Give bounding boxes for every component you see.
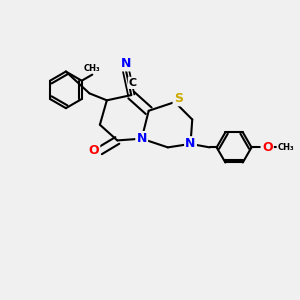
Text: CH₃: CH₃ [278, 143, 294, 152]
Text: N: N [136, 132, 147, 145]
Text: O: O [88, 144, 99, 158]
Text: N: N [121, 57, 131, 70]
Text: CH₃: CH₃ [84, 64, 101, 73]
Text: S: S [174, 92, 183, 105]
Text: N: N [185, 137, 196, 150]
Text: O: O [262, 141, 273, 154]
Text: C: C [129, 78, 137, 88]
